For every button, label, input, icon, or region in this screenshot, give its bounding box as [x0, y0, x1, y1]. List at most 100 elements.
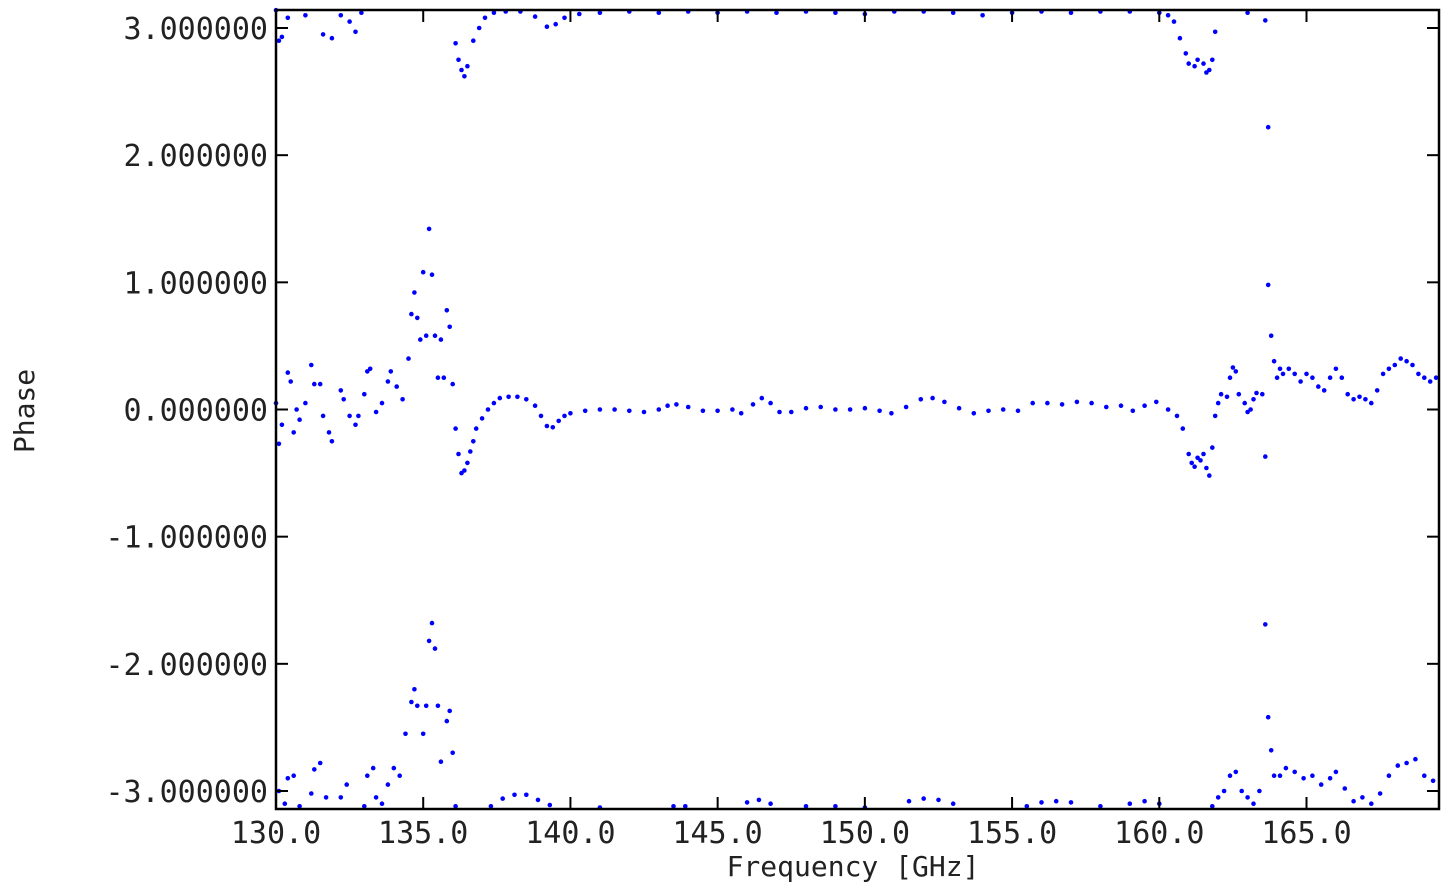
data-point [556, 418, 561, 424]
data-point [338, 795, 344, 800]
data-point [1427, 379, 1433, 384]
data-point [435, 375, 441, 381]
data-point [423, 333, 429, 339]
y-tick-labels: 3.000000 2.000000 1.000000 0.000000 -1.00000… [105, 12, 268, 810]
data-point [276, 38, 282, 43]
y-tick-label: 1.000000 [124, 266, 269, 301]
data-point [412, 687, 417, 692]
data-point [429, 620, 435, 626]
data-point [1215, 795, 1221, 800]
data-point [447, 708, 453, 714]
data-point [1242, 400, 1247, 406]
data-point [453, 41, 458, 46]
data-point [1142, 798, 1147, 804]
data-point [803, 405, 809, 411]
data-point [862, 405, 868, 411]
data-point [465, 460, 470, 466]
data-point [1210, 445, 1215, 450]
data-point [356, 413, 361, 419]
data-point [656, 407, 662, 412]
data-point [400, 397, 405, 402]
data-point [353, 29, 358, 35]
data-point [365, 773, 370, 778]
plot-frame [274, 8, 1441, 811]
data-point [391, 765, 397, 771]
data-point [1068, 10, 1074, 15]
data-point [627, 408, 632, 414]
data-point [1277, 366, 1283, 372]
data-point [1271, 358, 1277, 364]
data-point [459, 67, 464, 73]
data-point [1386, 366, 1392, 372]
data-point [317, 381, 323, 387]
data-point [297, 804, 302, 809]
data-point [291, 430, 297, 435]
data-point [1201, 451, 1206, 457]
data-point [1212, 29, 1218, 35]
data-point [432, 333, 438, 339]
data-point [1271, 773, 1277, 778]
data-point [1195, 57, 1200, 63]
data-point [612, 407, 617, 412]
data-point [774, 10, 779, 15]
data-point [506, 394, 511, 400]
data-point [1207, 67, 1212, 73]
data-point [285, 370, 291, 375]
data-point [971, 411, 977, 416]
data-point [1251, 397, 1256, 402]
data-point [294, 407, 299, 412]
x-tick-label: 160.0 [1114, 816, 1204, 851]
data-point [1233, 369, 1239, 374]
data-point [1024, 804, 1030, 809]
data-point [347, 19, 352, 24]
data-point [1212, 413, 1218, 419]
data-point [921, 796, 926, 801]
data-point [379, 801, 385, 806]
data-point [1292, 769, 1297, 775]
data-point [397, 773, 403, 778]
data-point [656, 10, 662, 15]
data-point [341, 397, 347, 402]
data-point [320, 32, 326, 37]
data-point [482, 15, 488, 21]
data-point [323, 795, 329, 800]
data-point [1030, 400, 1035, 406]
data-point [1257, 788, 1262, 794]
data-point [833, 10, 838, 15]
data-point [1098, 804, 1103, 809]
data-point [1268, 748, 1274, 753]
data-point [538, 413, 544, 419]
data-point [1245, 10, 1250, 15]
data-point [1201, 61, 1206, 66]
data-point [285, 776, 291, 781]
data-point [1274, 375, 1280, 381]
data-point [1398, 356, 1403, 361]
data-point [1171, 19, 1177, 24]
data-point [1089, 400, 1094, 406]
data-point [500, 796, 506, 801]
data-point [420, 731, 426, 737]
data-point [744, 800, 750, 805]
data-point [320, 413, 326, 419]
data-point [1015, 408, 1021, 414]
data-point [1251, 801, 1256, 806]
data-point [423, 703, 429, 709]
x-tick-label: 150.0 [820, 816, 910, 851]
data-point [597, 407, 603, 412]
data-point [685, 404, 691, 410]
data-point [768, 801, 773, 806]
data-point [1207, 473, 1212, 478]
data-point [1204, 465, 1209, 471]
data-point [438, 759, 444, 764]
y-axis-title: Phase [8, 369, 41, 453]
data-point [1422, 375, 1427, 381]
data-point [1127, 801, 1133, 806]
data-point [1404, 358, 1409, 364]
data-point [1227, 773, 1233, 778]
data-point [453, 426, 458, 431]
data-point [1233, 769, 1239, 775]
data-point [950, 801, 956, 806]
data-point [491, 400, 497, 406]
data-point [1351, 798, 1356, 804]
data-point [818, 404, 823, 410]
